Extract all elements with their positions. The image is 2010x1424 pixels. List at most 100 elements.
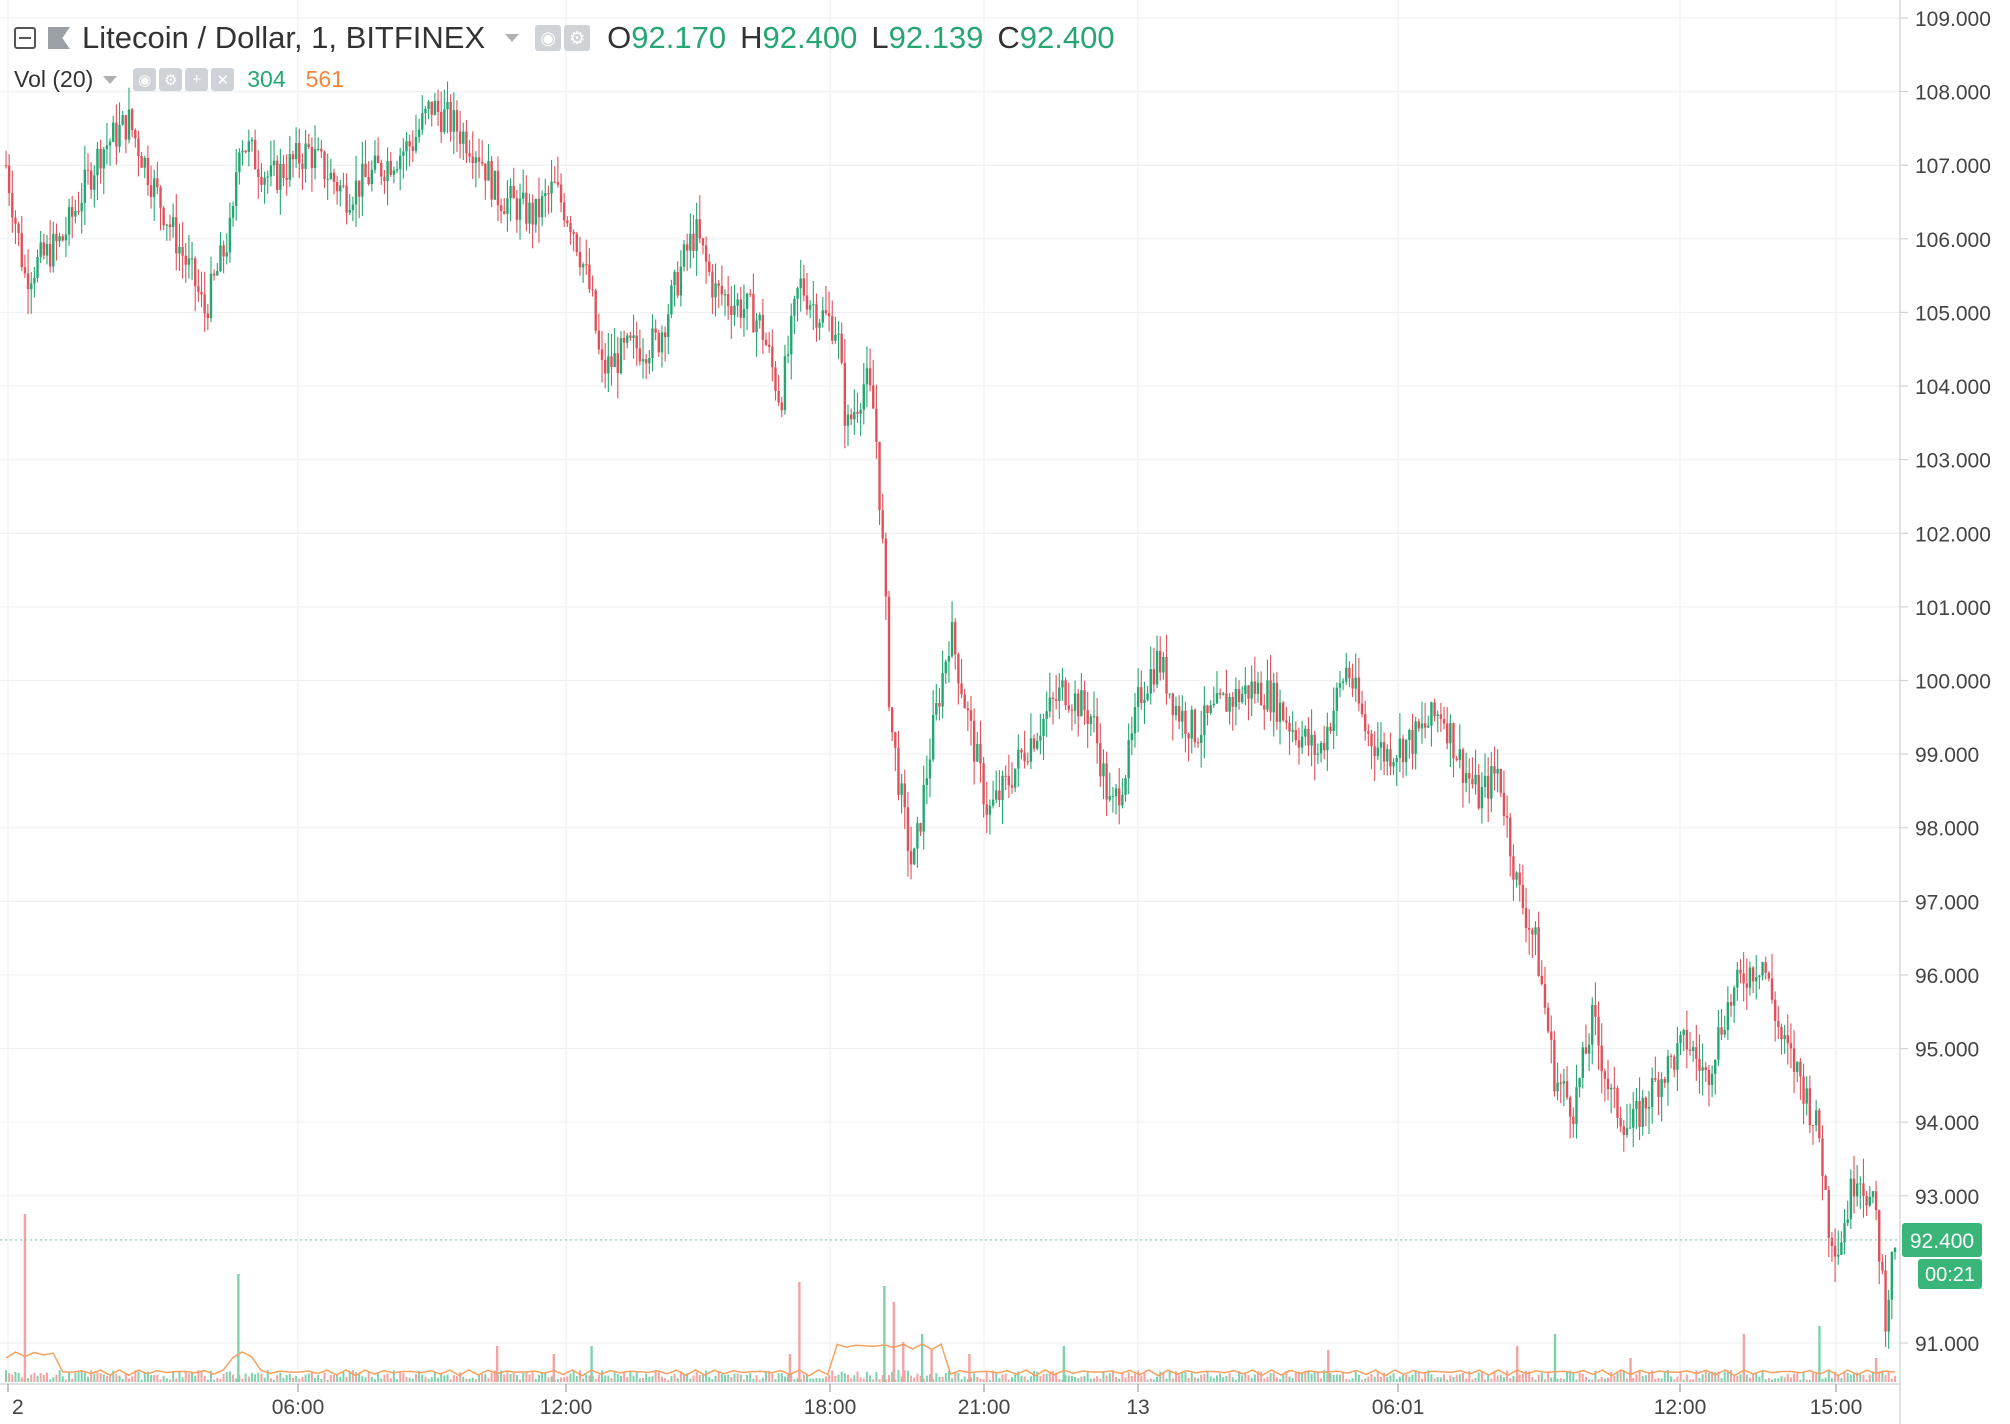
candle-body [1127, 740, 1130, 779]
volume-bar [604, 1375, 607, 1382]
candle-body [496, 170, 500, 206]
x-tick-label: 12:00 [1654, 1396, 1707, 1419]
candle-body [197, 286, 200, 292]
volume-bar [1812, 1372, 1815, 1382]
candle-body [1067, 705, 1070, 710]
volume-bar [1301, 1372, 1304, 1382]
candle-body [692, 233, 695, 251]
candle-body [654, 328, 657, 333]
volume-bar [1099, 1378, 1102, 1382]
volume-bar [679, 1371, 682, 1382]
candle-body [1341, 681, 1345, 684]
volume-bar [1026, 1379, 1029, 1382]
volume-bar [150, 1375, 153, 1382]
candle-body [704, 245, 708, 262]
volume-bar [383, 1374, 386, 1382]
volume-bar [1525, 1370, 1528, 1382]
flag-icon[interactable] [48, 27, 70, 49]
volume-bar [1446, 1379, 1449, 1382]
candle-body [1811, 1125, 1815, 1127]
candle-body [887, 596, 891, 708]
volume-bar [159, 1379, 162, 1382]
chevron-down-icon[interactable] [505, 34, 520, 42]
candle-body [1225, 693, 1228, 712]
volume-bar [1045, 1373, 1048, 1382]
collapse-icon[interactable] [14, 27, 36, 49]
candle-body [815, 304, 818, 328]
candle-body [644, 359, 648, 364]
candle-body [1622, 1126, 1625, 1135]
volume-bar [279, 1372, 282, 1382]
plus-icon[interactable]: + [185, 68, 209, 91]
candle-body [856, 411, 859, 414]
candle-body [998, 790, 1001, 800]
candle-body [931, 714, 935, 760]
candle-body [1758, 975, 1761, 977]
volume-bar [1613, 1375, 1616, 1382]
candle-body [862, 384, 865, 410]
volume-bar [590, 1346, 593, 1382]
candle-body [878, 441, 881, 511]
volume-bar [897, 1370, 900, 1382]
volume-bar [673, 1373, 676, 1382]
candle-body [1313, 734, 1316, 755]
candle-body [1843, 1223, 1846, 1243]
candle-body [452, 110, 456, 132]
candle-body [1562, 1081, 1566, 1084]
candle-body [859, 409, 862, 414]
volume-bar [377, 1373, 380, 1382]
candle-body [487, 160, 490, 181]
candle-body [793, 298, 796, 316]
candle-body [1480, 787, 1484, 809]
volume-bar [1070, 1375, 1073, 1382]
candle-body [1477, 774, 1480, 809]
volume-bar [947, 1371, 950, 1382]
candle-body [1881, 1261, 1884, 1271]
candle-body [471, 156, 474, 164]
candle-body [4, 165, 8, 167]
candle-body [1389, 749, 1392, 767]
volume-bar [418, 1370, 421, 1382]
gear-icon[interactable]: ⚙ [564, 25, 591, 51]
chevron-down-icon[interactable] [103, 75, 118, 84]
volume-bar [213, 1379, 216, 1382]
eye-icon[interactable]: ◉ [133, 68, 157, 91]
gear-icon[interactable]: ⚙ [159, 68, 183, 91]
volume-bar [1402, 1374, 1405, 1382]
candle-body [269, 165, 273, 177]
candle-body [1486, 775, 1490, 799]
volume-bar [951, 1378, 954, 1382]
candle-body [1445, 723, 1449, 744]
candle-body [651, 328, 654, 359]
candle-body [1698, 1058, 1701, 1071]
candle-body [1688, 1049, 1692, 1051]
volume-bar [257, 1372, 260, 1382]
volume-bar [1282, 1373, 1285, 1382]
volume-bar [1332, 1374, 1335, 1382]
candle-body [562, 202, 566, 221]
volume-bar [109, 1376, 112, 1382]
candle-body [1679, 1035, 1682, 1044]
volume-bar [635, 1371, 638, 1382]
candlestick-series [4, 81, 1897, 1349]
volume-histogram [5, 1214, 1896, 1382]
volume-bar [982, 1379, 985, 1382]
volume-bar [824, 1376, 827, 1382]
close-icon[interactable]: ✕ [211, 68, 235, 91]
volume-bar [935, 1373, 938, 1382]
volume-bar [495, 1346, 499, 1382]
candle-body [421, 113, 424, 130]
eye-icon[interactable]: ◉ [535, 25, 562, 51]
candle-body [745, 293, 749, 309]
volume-bar [1058, 1378, 1061, 1382]
volume-bar [667, 1379, 670, 1382]
candle-body [1004, 775, 1007, 777]
volume-bar [1890, 1378, 1893, 1382]
candle-body [1493, 766, 1496, 774]
candle-body [1020, 749, 1023, 753]
x-tick-label: 13 [1126, 1396, 1149, 1419]
volume-bar [1547, 1371, 1550, 1382]
candle-body [408, 141, 411, 147]
candle-body [531, 202, 534, 225]
